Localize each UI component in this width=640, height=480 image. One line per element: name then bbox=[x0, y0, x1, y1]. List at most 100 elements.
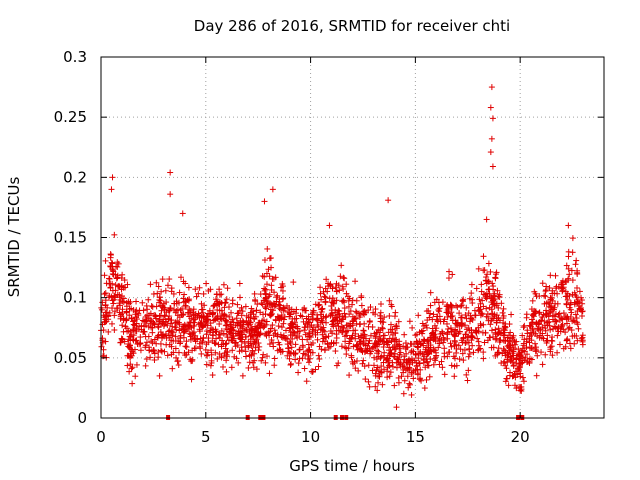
data-point bbox=[192, 286, 199, 293]
data-point bbox=[569, 235, 576, 242]
data-point bbox=[317, 284, 324, 291]
data-point bbox=[144, 306, 151, 313]
data-point bbox=[315, 302, 322, 309]
data-point bbox=[556, 341, 563, 348]
data-point bbox=[262, 304, 269, 311]
data-point bbox=[153, 279, 160, 286]
data-point bbox=[271, 362, 278, 369]
data-point bbox=[503, 375, 510, 382]
data-point bbox=[343, 322, 350, 329]
data-point bbox=[128, 365, 135, 372]
data-point bbox=[233, 315, 240, 322]
data-point bbox=[384, 368, 391, 375]
data-point bbox=[110, 300, 117, 307]
data-point bbox=[223, 340, 230, 347]
data-point bbox=[391, 350, 398, 357]
data-point bbox=[358, 302, 365, 309]
data-point bbox=[132, 373, 139, 380]
data-point bbox=[562, 329, 569, 336]
data-point bbox=[242, 303, 249, 310]
data-point bbox=[250, 364, 257, 371]
data-point bbox=[366, 318, 373, 325]
data-point bbox=[338, 262, 345, 269]
data-point bbox=[529, 297, 536, 304]
data-point bbox=[207, 362, 214, 369]
data-point bbox=[299, 336, 306, 343]
data-point bbox=[174, 358, 181, 365]
data-point bbox=[503, 365, 510, 372]
data-point bbox=[502, 362, 509, 369]
data-point bbox=[209, 372, 216, 379]
data-point bbox=[381, 332, 388, 339]
data-point bbox=[502, 378, 509, 385]
data-point bbox=[465, 353, 472, 360]
data-point bbox=[439, 299, 446, 306]
data-point bbox=[238, 347, 245, 354]
data-point bbox=[528, 306, 535, 313]
data-point bbox=[491, 290, 498, 297]
data-point bbox=[179, 210, 186, 217]
data-point bbox=[480, 349, 487, 356]
data-point bbox=[251, 290, 258, 297]
data-point bbox=[261, 198, 268, 205]
data-point bbox=[212, 349, 219, 356]
data-point bbox=[269, 275, 276, 282]
data-point bbox=[230, 319, 237, 326]
data-point bbox=[302, 331, 309, 338]
data-point bbox=[172, 345, 179, 352]
data-point bbox=[451, 338, 458, 345]
data-point bbox=[265, 293, 272, 300]
data-point bbox=[147, 281, 154, 288]
data-point bbox=[385, 329, 392, 336]
data-point bbox=[140, 307, 147, 314]
data-point bbox=[177, 307, 184, 314]
data-point bbox=[266, 370, 273, 377]
data-point bbox=[501, 347, 508, 354]
data-point bbox=[343, 351, 350, 358]
data-point bbox=[255, 347, 262, 354]
data-point bbox=[445, 349, 452, 356]
data-point bbox=[529, 319, 536, 326]
data-point bbox=[158, 288, 165, 295]
data-point bbox=[487, 104, 494, 111]
data-point bbox=[315, 352, 322, 359]
data-point bbox=[375, 348, 382, 355]
data-point bbox=[234, 301, 241, 308]
data-point bbox=[499, 309, 506, 316]
data-point bbox=[172, 333, 179, 340]
chart-title: Day 286 of 2016, SRMTID for receiver cht… bbox=[194, 17, 510, 35]
data-point bbox=[559, 288, 566, 295]
data-point bbox=[220, 281, 227, 288]
data-point bbox=[321, 293, 328, 300]
data-point bbox=[500, 319, 507, 326]
data-point bbox=[301, 365, 308, 372]
data-point bbox=[266, 273, 273, 280]
data-point bbox=[370, 309, 377, 316]
data-point bbox=[137, 347, 144, 354]
data-point bbox=[292, 351, 299, 358]
data-point bbox=[216, 286, 223, 293]
data-point bbox=[309, 369, 316, 376]
data-point bbox=[228, 364, 235, 371]
data-point bbox=[286, 325, 293, 332]
data-point bbox=[492, 274, 499, 281]
data-point bbox=[349, 301, 356, 308]
data-point bbox=[253, 307, 260, 314]
data-point bbox=[485, 260, 492, 267]
data-point bbox=[358, 334, 365, 341]
data-point bbox=[100, 346, 107, 353]
data-point bbox=[263, 281, 270, 288]
data-point bbox=[480, 355, 487, 362]
data-point bbox=[408, 347, 415, 354]
data-point bbox=[223, 331, 230, 338]
data-point bbox=[102, 257, 109, 264]
data-point bbox=[109, 320, 116, 327]
data-point bbox=[523, 311, 530, 318]
data-point bbox=[296, 346, 303, 353]
data-point bbox=[554, 332, 561, 339]
data-point bbox=[175, 349, 182, 356]
data-point bbox=[267, 325, 274, 332]
data-point bbox=[356, 321, 363, 328]
data-point bbox=[105, 328, 112, 335]
data-point bbox=[116, 291, 123, 298]
